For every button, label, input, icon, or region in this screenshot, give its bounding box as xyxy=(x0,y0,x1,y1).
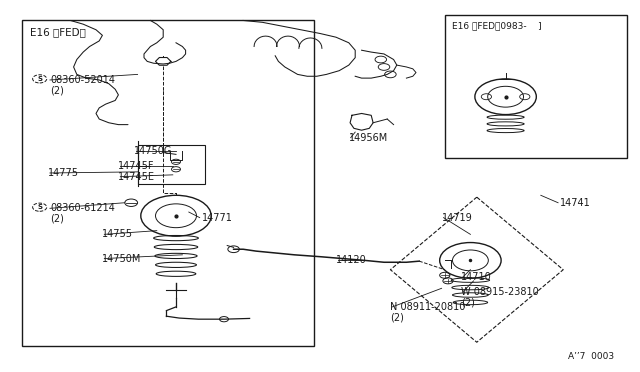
Text: 08360-61214: 08360-61214 xyxy=(50,203,115,213)
Text: 14741: 14741 xyxy=(560,198,591,208)
Text: S: S xyxy=(37,204,42,210)
Text: 14745E: 14745E xyxy=(118,172,156,182)
Text: 14750M: 14750M xyxy=(102,254,142,263)
Text: (2): (2) xyxy=(50,86,64,95)
Text: 14771: 14771 xyxy=(202,213,232,222)
Text: E16 〈FED〉: E16 〈FED〉 xyxy=(30,27,86,37)
Text: 14755: 14755 xyxy=(102,230,133,239)
Text: 14956M: 14956M xyxy=(349,133,388,142)
Text: 14719: 14719 xyxy=(442,213,472,222)
Bar xyxy=(22,20,314,346)
Bar xyxy=(138,145,205,184)
Text: 14120: 14120 xyxy=(336,256,367,265)
Text: (2): (2) xyxy=(50,214,64,224)
Text: A’’7  0003: A’’7 0003 xyxy=(568,352,614,361)
Text: N 08911-20810: N 08911-20810 xyxy=(390,302,466,312)
Text: W 08915-23810: W 08915-23810 xyxy=(461,287,538,297)
Bar xyxy=(445,15,627,158)
Text: (2): (2) xyxy=(461,298,475,307)
Text: 14775: 14775 xyxy=(48,168,79,178)
Text: 14710: 14710 xyxy=(461,272,492,282)
Text: (2): (2) xyxy=(390,312,404,322)
Text: S: S xyxy=(37,76,42,82)
Text: E16 〈FED〉0983-    ]: E16 〈FED〉0983- ] xyxy=(452,22,542,31)
Text: 14745F: 14745F xyxy=(118,161,155,170)
Text: 08360-52014: 08360-52014 xyxy=(50,75,115,85)
Text: 14750G: 14750G xyxy=(134,146,173,155)
